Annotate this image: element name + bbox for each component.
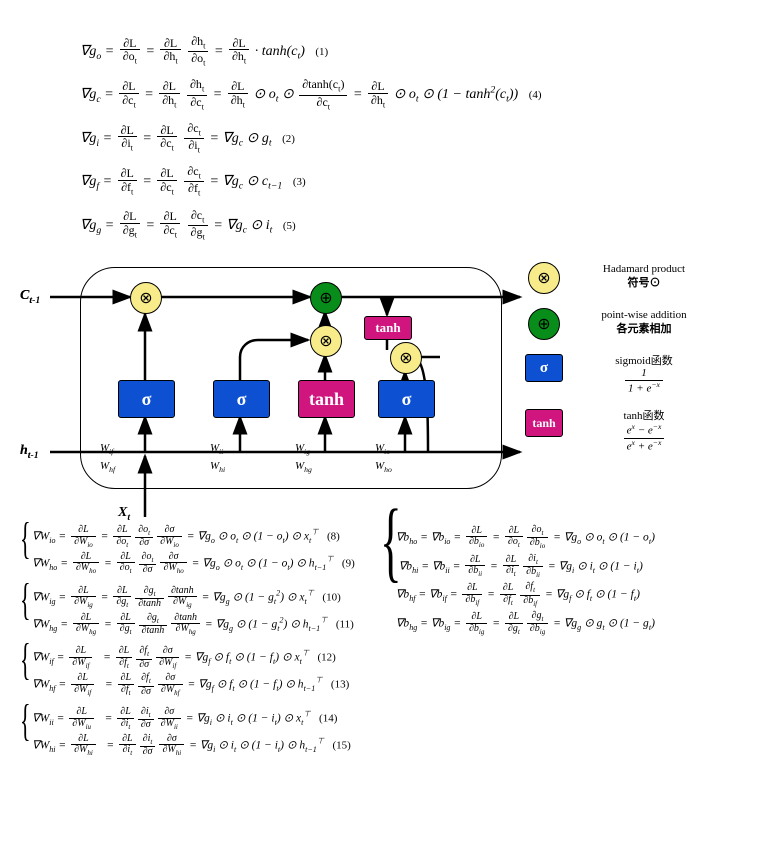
lstm-cell-diagram: Ct-1 Ct ht-1 ht Xt ⊗ ⊕ ⊗ tanh ⊗ σ σ tanh… [20,252,700,522]
eq-group-W-io-ho: { ∇Wio = ∂L∂Wio = ∂L∂ot∂ot∂σ∂σ∂Wio = ∇go… [20,525,355,576]
legend-mult-icon: ⊗ [528,262,560,294]
mult-forget: ⊗ [130,282,162,314]
eq-3: ∇gf = ∂L∂ft = ∂L∂ct ∂ct∂ft = ∇gc ⊙ ct−1 … [80,165,741,198]
legend-add: point-wise addition 各元素相加 [563,308,725,337]
add-cell: ⊕ [310,282,342,314]
sigmoid-f: σ [118,380,175,418]
top-equations: ∇go = ∂L∂ot = ∂L∂ht ∂ht∂ot = ∂L∂ht · tan… [80,35,741,242]
eq-4: ∇gc = ∂L∂ct = ∂L∂ht ∂ht∂ct = ∂L∂ht ⊙ ot … [80,78,741,111]
eq-2: ∇gi = ∂L∂it = ∂L∂ct ∂ct∂it = ∇gc ⊙ gt (2… [80,122,741,155]
bottom-equations: { ∇Wio = ∂L∂Wio = ∂L∂ot∂ot∂σ∂σ∂Wio = ∇go… [20,522,741,768]
legend-sigmoid-icon: σ [525,354,563,382]
tanh-out: tanh [364,316,412,340]
mult-output: ⊗ [390,342,422,374]
h-out-label: ht [20,443,31,461]
legend: ⊗ Hadamard product 符号⊙ ⊕ point-wise addi… [525,262,725,467]
eq-group-W-ig-hg: { ∇Wig = ∂L∂Wig = ∂L∂gt∂gt∂tanh∂tanh∂Wig… [20,586,355,637]
legend-hadamard: Hadamard product 符号⊙ [563,262,725,291]
sigmoid-i: σ [213,380,270,418]
legend-tanh: tanh函数 ex − e−xex + e−x [563,409,725,453]
x-in-label: Xt [118,505,130,523]
legend-add-icon: ⊕ [528,308,560,340]
eq-group-W-if-hf: { ∇Wif = ∂L∂Wif = ∂L∂ft∂ft∂σ∂σ∂Wif = ∇gf… [20,646,355,697]
c-out-label: Ct [20,288,32,306]
legend-sigmoid: sigmoid函数 11 + e−x [563,354,725,395]
eq-group-bias: { ∇bho = ∇bio = ∂L∂bio = ∂L∂ot∂ot∂bio = … [380,525,655,637]
tanh-g: tanh [298,380,355,418]
sigmoid-o: σ [378,380,435,418]
eq-5: ∇gg = ∂L∂gt = ∂L∂ct ∂ct∂gt = ∇gc ⊙ it (5… [80,209,741,242]
eq-group-W-ii-hi: { ∇Wii = ∂L∂Wiu = ∂L∂it∂it∂σ∂σ∂Wii = ∇gi… [20,707,355,758]
eq-1: ∇go = ∂L∂ot = ∂L∂ht ∂ht∂ot = ∂L∂ht · tan… [80,35,741,68]
legend-tanh-icon: tanh [525,409,563,437]
mult-input: ⊗ [310,325,342,357]
